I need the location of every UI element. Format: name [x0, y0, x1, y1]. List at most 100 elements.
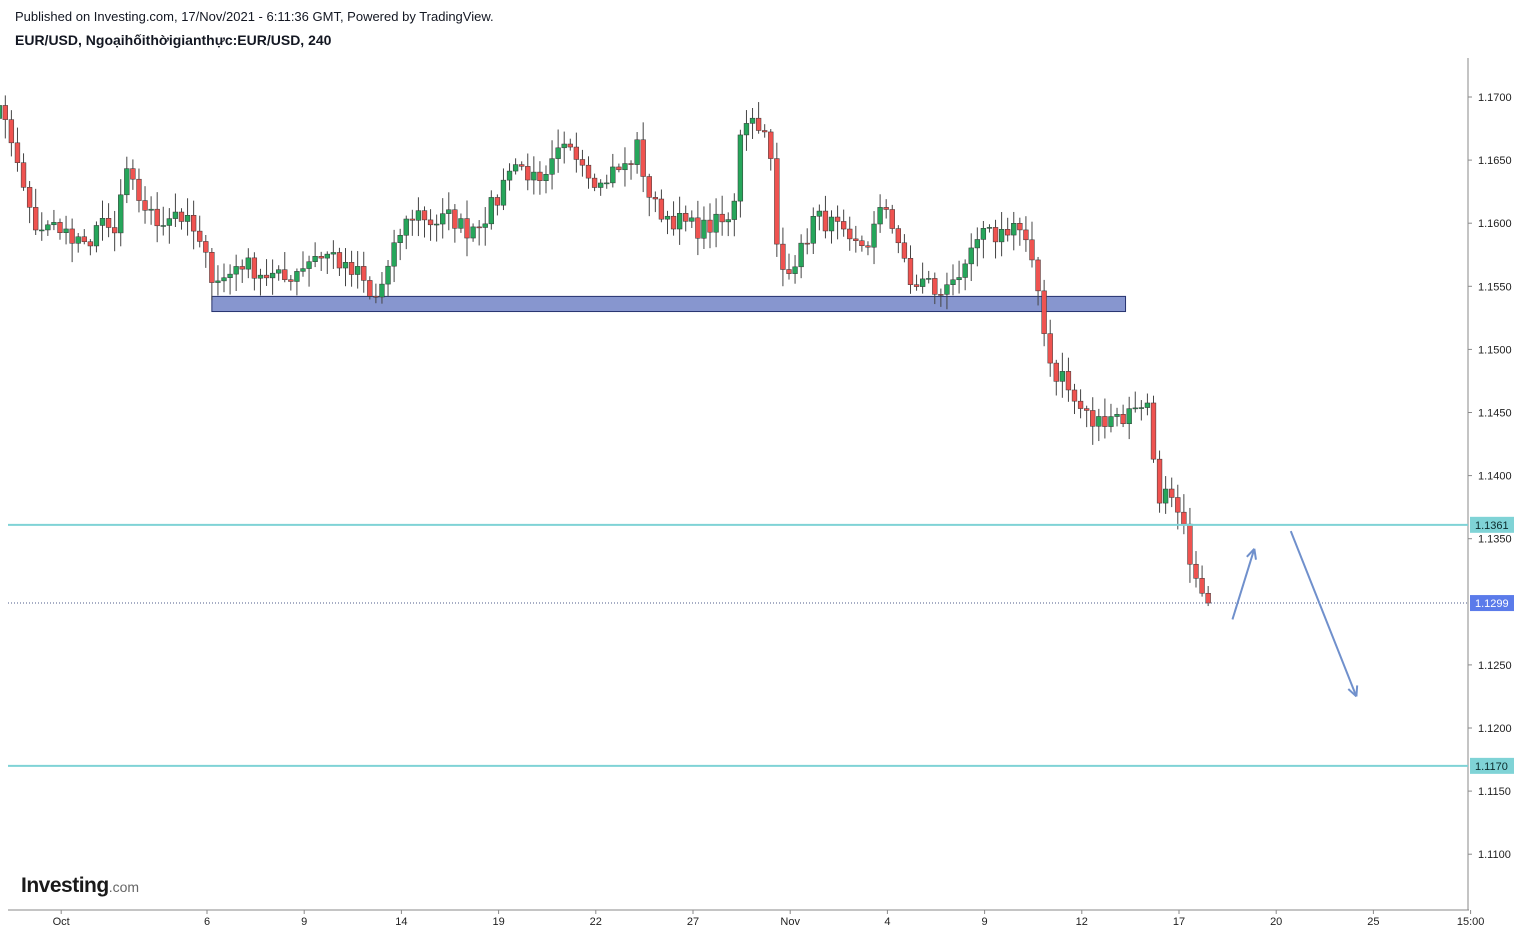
candle-up — [737, 134, 744, 202]
candle-up — [233, 266, 239, 275]
candle-up — [324, 253, 330, 259]
candle-up — [433, 223, 440, 226]
candle-down — [1102, 416, 1108, 427]
arrow-head — [1355, 685, 1359, 697]
y-tick-label: 1.1250 — [1478, 660, 1512, 672]
candle-down — [1084, 408, 1090, 411]
candle-down — [209, 251, 215, 283]
candle-up — [816, 210, 823, 217]
level-price-tag — [1470, 757, 1514, 774]
candle-down — [464, 218, 470, 239]
candle-down — [573, 146, 580, 160]
candle-down — [33, 207, 39, 231]
candle-down — [178, 211, 185, 222]
candle-up — [184, 215, 191, 222]
candle-down — [336, 252, 343, 269]
candle-down — [1199, 578, 1205, 594]
candle-up — [986, 227, 993, 229]
candle-down — [1181, 511, 1187, 525]
candle-up — [148, 208, 154, 211]
candle-up — [257, 274, 264, 279]
arrow-head — [1246, 548, 1256, 558]
candle-up — [598, 182, 604, 188]
candle-down — [1169, 488, 1175, 498]
level-price-label: 1.1361 — [1475, 520, 1509, 532]
candle-up — [488, 197, 494, 225]
candle-up — [1059, 371, 1066, 382]
candle-up — [1162, 488, 1169, 504]
x-tick-label: 17 — [1173, 916, 1185, 928]
candle-down — [197, 230, 203, 242]
candle-down — [768, 131, 774, 159]
candle-down — [348, 262, 355, 275]
x-tick-label: 9 — [301, 916, 307, 928]
x-tick-label: 25 — [1367, 916, 1379, 928]
candle-down — [239, 266, 245, 270]
candle-down — [670, 215, 677, 230]
candle-down — [774, 158, 780, 245]
candle-up — [604, 182, 610, 185]
chart-title: EUR/USD, Ngoạihốithờigianthực:EUR/USD, 2… — [15, 32, 332, 48]
candle-down — [112, 227, 118, 234]
candle-up — [561, 143, 567, 149]
level-price-label: 1.1170 — [1475, 761, 1508, 773]
x-tick-label: Oct — [53, 916, 70, 928]
candle-up — [45, 224, 51, 231]
candle-up — [1011, 223, 1017, 236]
candle-down — [263, 274, 270, 279]
candle-down — [786, 269, 792, 274]
candle-down — [1120, 414, 1126, 425]
candle-down — [1035, 259, 1041, 292]
candle-up — [99, 218, 106, 226]
candle-down — [1193, 563, 1199, 579]
candle-up — [919, 278, 926, 287]
candle-up — [676, 213, 683, 230]
candle-down — [865, 245, 871, 248]
candle-down — [105, 218, 112, 228]
candle-up — [512, 164, 519, 172]
candle-down — [409, 218, 415, 221]
candle-down — [847, 228, 853, 240]
candle-down — [154, 208, 160, 227]
candle-down — [130, 168, 136, 180]
candle-up — [555, 147, 561, 159]
candle-down — [585, 164, 592, 179]
candle-up — [124, 168, 130, 196]
candle-down — [932, 278, 938, 295]
candle-up — [549, 158, 555, 175]
x-tick-label: 4 — [884, 916, 890, 928]
candle-up — [1126, 408, 1132, 425]
candle-down — [2, 105, 8, 120]
candle-down — [591, 177, 598, 188]
candle-down — [537, 171, 543, 181]
candle-up — [743, 123, 750, 136]
candle-up — [713, 213, 719, 233]
candle-up — [300, 268, 306, 272]
y-tick-label: 1.1200 — [1478, 723, 1512, 735]
projection-arrow — [1231, 548, 1256, 620]
candle-up — [749, 117, 756, 124]
candle-down — [907, 258, 914, 285]
candle-down — [780, 243, 786, 270]
x-tick-label: 12 — [1076, 916, 1088, 928]
candle-up — [391, 242, 397, 267]
y-tick-label: 1.1700 — [1478, 92, 1512, 104]
last-price-tag — [1470, 595, 1514, 612]
candle-up — [342, 262, 349, 269]
candle-down — [1041, 290, 1047, 334]
candle-down — [646, 176, 652, 198]
candle-down — [895, 228, 901, 244]
candle-down — [1187, 523, 1193, 565]
y-tick-label: 1.1500 — [1478, 344, 1512, 356]
candle-up — [877, 207, 883, 225]
candle-down — [1023, 229, 1029, 241]
candle-down — [361, 266, 367, 281]
candle-down — [427, 219, 434, 226]
candle-up — [1096, 416, 1102, 427]
candle-down — [822, 210, 829, 232]
candle-down — [494, 197, 501, 206]
candle-up — [482, 223, 488, 228]
candle-up — [93, 225, 100, 247]
candle-up — [221, 277, 227, 282]
